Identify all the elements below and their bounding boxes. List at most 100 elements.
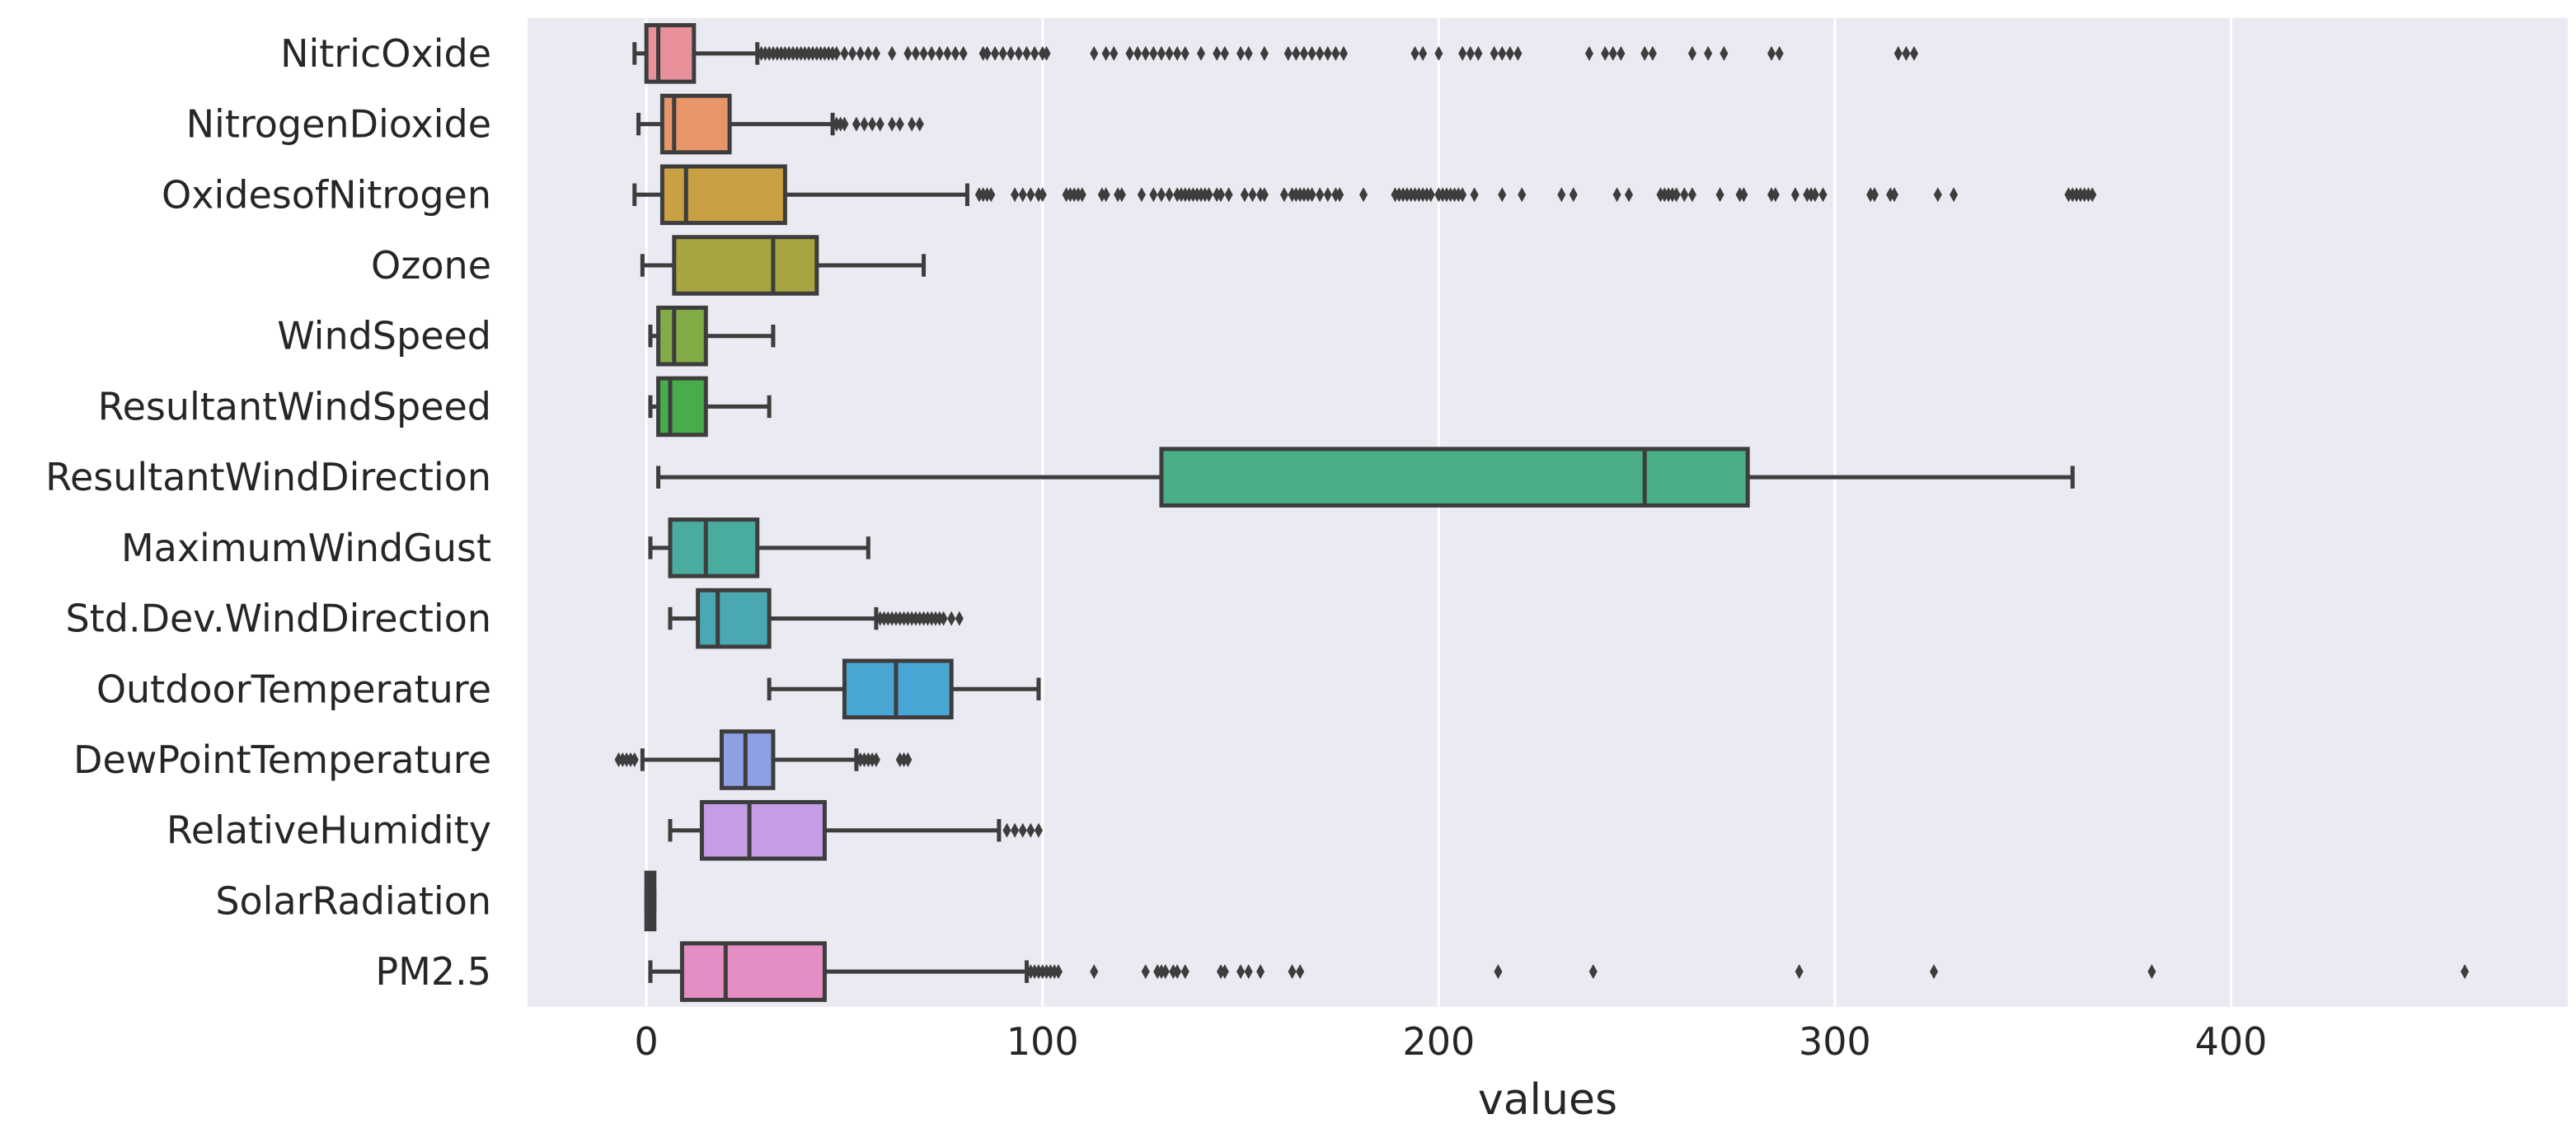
outlier-nitricoxide-65 <box>1316 45 1325 61</box>
outlier-oxidesofnitrogen-86 <box>1790 187 1799 203</box>
outlier-nitricoxide-56 <box>1213 45 1222 61</box>
outlier-nitrogendioxide-8 <box>895 116 904 132</box>
outlier-nitricoxide-59 <box>1244 45 1253 61</box>
outlier-dewpointtemperature-9 <box>871 752 880 767</box>
outlier-nitricoxide-88 <box>1767 45 1776 61</box>
outlier-nitricoxide-40 <box>1022 45 1031 61</box>
outlier-oxidesofnitrogen-68 <box>1498 187 1507 203</box>
y-tick-label-relativehumidity: RelativeHumidity <box>167 808 491 853</box>
box-windspeed <box>648 305 776 367</box>
outlier-oxidesofnitrogen-59 <box>1426 187 1435 203</box>
outlier-oxidesofnitrogen-32 <box>1217 187 1226 203</box>
x-tick-labels: 0 100 200 300 400 <box>635 1019 2268 1064</box>
outlier-pm2-5-18 <box>1236 964 1246 980</box>
box-series <box>614 23 2470 1002</box>
outlier-oxidesofnitrogen-79 <box>1680 187 1689 203</box>
iqr-box-oxidesofnitrogen <box>659 164 787 226</box>
outlier-nitrogendioxide-9 <box>908 116 917 132</box>
outlier-oxidesofnitrogen-19 <box>1149 187 1158 203</box>
outlier-nitricoxide-77 <box>1505 45 1514 61</box>
outlier-nitricoxide-49 <box>1141 45 1150 61</box>
outlier-oxidesofnitrogen-49 <box>1359 187 1368 203</box>
outlier-oxidesofnitrogen-44 <box>1307 187 1316 203</box>
outlier-nitricoxide-74 <box>1474 45 1483 61</box>
outlier-std-dev-winddirection-18 <box>955 611 964 626</box>
outlier-nitricoxide-78 <box>1513 45 1523 61</box>
outlier-oxidesofnitrogen-85 <box>1771 187 1780 203</box>
x-tick-label-100: 100 <box>1006 1019 1079 1064</box>
outlier-nitrogendioxide-2 <box>840 116 849 132</box>
outlier-nitricoxide-85 <box>1687 45 1696 61</box>
x-axis-label: values <box>1478 1075 1617 1125</box>
y-tick-label-oxidesofnitrogen: OxidesofNitrogen <box>162 172 491 217</box>
outlier-nitricoxide-25 <box>888 45 897 61</box>
outlier-nitricoxide-69 <box>1410 45 1419 61</box>
outlier-nitricoxide-29 <box>927 45 936 61</box>
outlier-nitricoxide-80 <box>1601 45 1610 61</box>
outlier-oxidesofnitrogen-83 <box>1739 187 1748 203</box>
outlier-nitricoxide-48 <box>1133 45 1143 61</box>
outlier-oxidesofnitrogen-96 <box>1950 187 1959 203</box>
outlier-pm2-5-24 <box>1588 964 1598 980</box>
outlier-nitricoxide-39 <box>1014 45 1023 61</box>
iqr-box-windspeed <box>656 305 708 367</box>
outlier-nitricoxide-89 <box>1775 45 1784 61</box>
box-resultantwinddirection <box>656 447 2075 508</box>
box-dewpointtemperature <box>614 729 913 790</box>
y-tick-label-outdoortemperature: OutdoorTemperature <box>96 667 491 711</box>
outlier-oxidesofnitrogen-78 <box>1672 187 1681 203</box>
outlier-nitricoxide-58 <box>1236 45 1246 61</box>
outlier-nitricoxide-23 <box>864 45 873 61</box>
outlier-oxidesofnitrogen-37 <box>1260 187 1269 203</box>
iqr-box-resultantwindspeed <box>656 376 708 438</box>
x-tick-label-200: 200 <box>1402 1019 1475 1064</box>
outlier-nitricoxide-24 <box>871 45 880 61</box>
outlier-std-dev-winddirection-17 <box>947 611 956 626</box>
outlier-oxidesofnitrogen-17 <box>1117 187 1126 203</box>
iqr-box-ozone <box>672 235 819 296</box>
outlier-nitrogendioxide-4 <box>860 116 869 132</box>
outlier-nitrogendioxide-3 <box>852 116 861 132</box>
outlier-nitricoxide-22 <box>856 45 865 61</box>
outlier-oxidesofnitrogen-66 <box>1458 187 1467 203</box>
outlier-oxidesofnitrogen-38 <box>1279 187 1288 203</box>
outlier-nitricoxide-50 <box>1149 45 1158 61</box>
outlier-nitricoxide-66 <box>1323 45 1332 61</box>
outlier-oxidesofnitrogen-89 <box>1810 187 1819 203</box>
outlier-oxidesofnitrogen-81 <box>1715 187 1724 203</box>
outlier-oxidesofnitrogen-67 <box>1470 187 1479 203</box>
outlier-nitricoxide-75 <box>1490 45 1499 61</box>
outlier-nitricoxide-61 <box>1283 45 1293 61</box>
outlier-oxidesofnitrogen-45 <box>1316 187 1325 203</box>
outlier-oxidesofnitrogen-46 <box>1323 187 1332 203</box>
outlier-nitricoxide-43 <box>1042 45 1051 61</box>
outlier-std-dev-winddirection-16 <box>939 611 948 626</box>
outlier-nitrogendioxide-6 <box>875 116 884 132</box>
outlier-oxidesofnitrogen-71 <box>1569 187 1578 203</box>
outlier-nitricoxide-51 <box>1157 45 1166 61</box>
box-ozone <box>640 235 927 296</box>
outlier-nitricoxide-19 <box>832 45 841 61</box>
y-tick-label-windspeed: WindSpeed <box>277 314 491 358</box>
outlier-nitricoxide-64 <box>1307 45 1316 61</box>
outlier-nitricoxide-27 <box>911 45 920 61</box>
outlier-nitricoxide-92 <box>1910 45 1919 61</box>
outlier-nitricoxide-60 <box>1260 45 1269 61</box>
outlier-pm2-5-25 <box>1795 964 1804 980</box>
outlier-nitrogendioxide-7 <box>888 116 897 132</box>
outlier-nitricoxide-36 <box>991 45 1000 61</box>
outlier-oxidesofnitrogen-92 <box>1870 187 1879 203</box>
outlier-nitricoxide-71 <box>1434 45 1443 61</box>
outlier-oxidesofnitrogen-73 <box>1625 187 1634 203</box>
outlier-oxidesofnitrogen-13 <box>1077 187 1086 203</box>
outlier-relativehumidity-3 <box>1026 822 1035 838</box>
iqr-box-std-dev-winddirection <box>696 588 772 649</box>
outlier-relativehumidity-2 <box>1018 822 1027 838</box>
outlier-nitricoxide-47 <box>1125 45 1134 61</box>
y-tick-label-nitricoxide: NitricOxide <box>280 31 491 76</box>
box-outdoortemperature <box>767 658 1041 720</box>
outlier-nitricoxide-33 <box>959 45 968 61</box>
outlier-nitricoxide-91 <box>1902 45 1911 61</box>
box-nitricoxide <box>632 23 1919 84</box>
